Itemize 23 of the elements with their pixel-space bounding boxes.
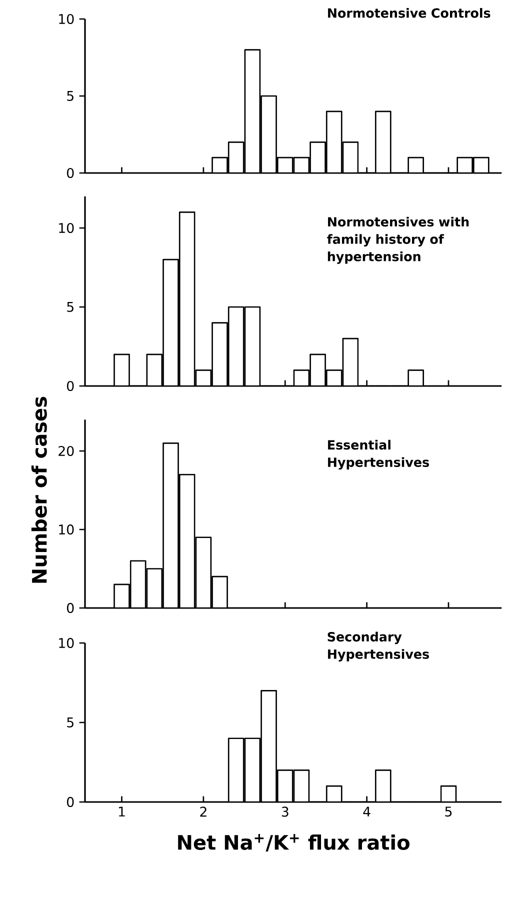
chart-title: Normotensive Controls	[328, 8, 490, 18]
y-tick-label: 5	[67, 91, 74, 101]
x-tick-label: 5	[445, 806, 452, 817]
y-tick-label: 10	[59, 222, 74, 234]
y-tick-label: 0	[66, 602, 74, 614]
text: Normotensives with family history of hypertension	[327, 216, 469, 264]
x-tick-label: 2	[200, 806, 206, 817]
y-tick-label: 10	[59, 524, 74, 535]
y-tick-label: 10	[59, 638, 74, 648]
y-tick-label: 5	[67, 718, 74, 728]
y-axis-title: Number of cases	[31, 396, 47, 583]
y-tick-label: 0	[66, 796, 74, 808]
chart-title: Secondary Hypertensives	[328, 632, 429, 662]
y-tick-label: 20	[58, 446, 74, 456]
y-tick-label: 5	[67, 302, 74, 312]
text: Essential Hypertensives	[328, 440, 429, 470]
x-axis-title: Net Na$^{+}$/K$^{+}$ flux ratio	[178, 834, 410, 852]
x-tick-label: 1	[118, 806, 125, 816]
x-tick-label: 4	[363, 806, 370, 816]
x-tick-label: 3	[282, 806, 288, 817]
y-tick-label: 0	[66, 168, 74, 178]
y-tick-label: 10	[59, 14, 74, 24]
y-tick-label: 0	[66, 380, 74, 392]
